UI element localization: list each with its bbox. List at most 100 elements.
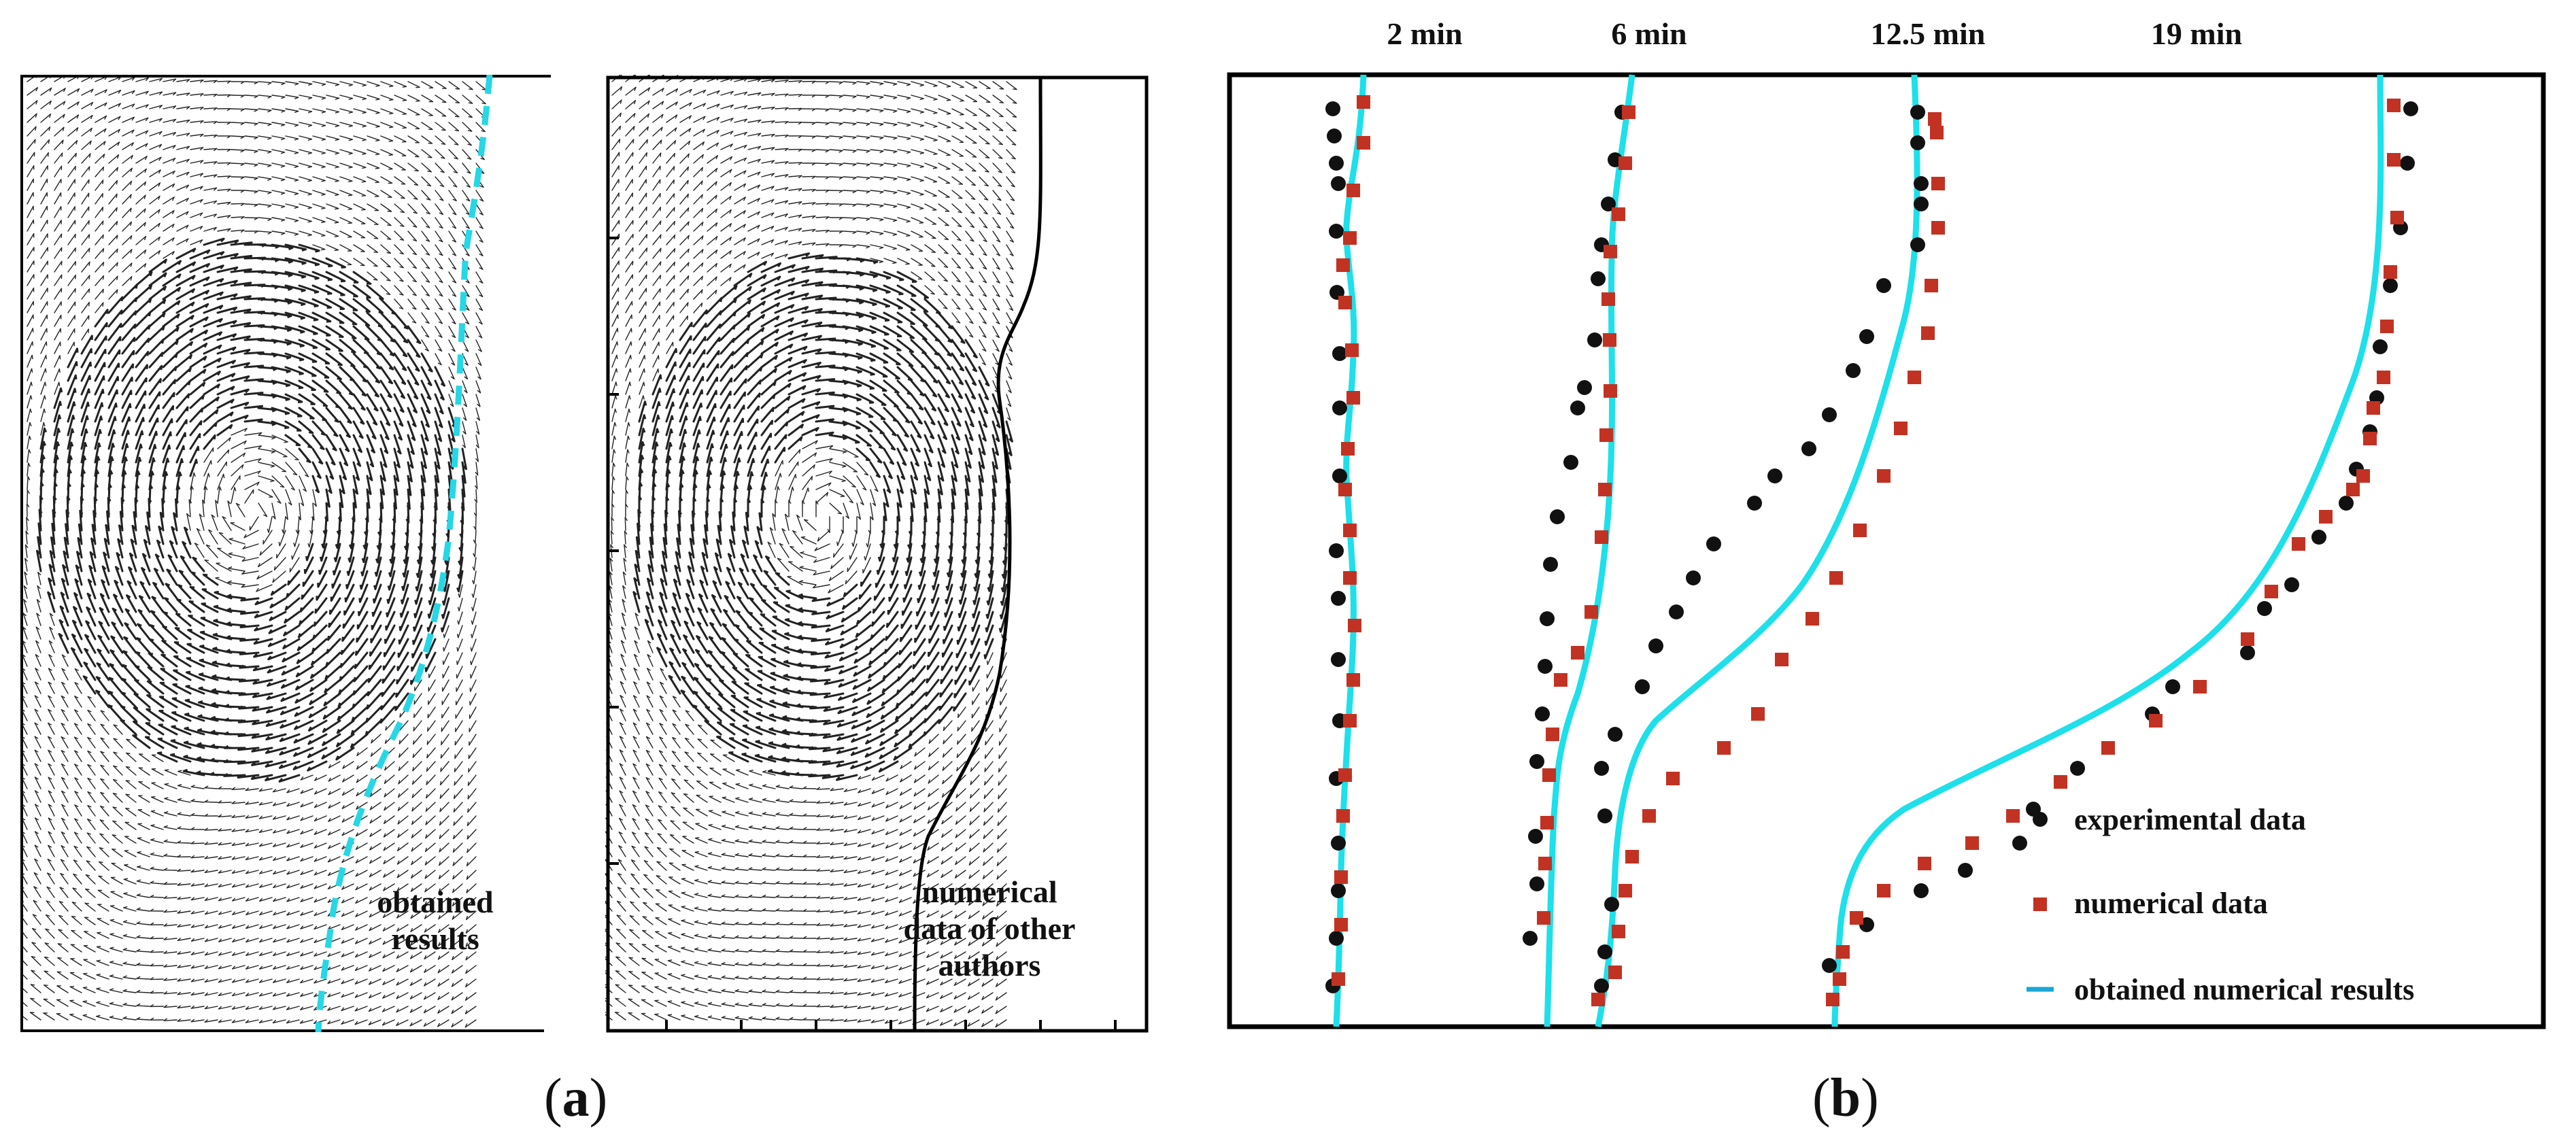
numerical-point-1-13 xyxy=(1546,728,1559,741)
experimental-point-2-20 xyxy=(1604,897,1619,912)
numerical-point-0-13 xyxy=(1346,673,1360,687)
other-authors-vector-plot xyxy=(605,75,1149,1033)
numerical-point-2-3 xyxy=(1931,221,1945,235)
numerical-point-3-25 xyxy=(1826,993,1840,1006)
experimental-point-1-4 xyxy=(1591,271,1606,286)
numerical-point-3-21 xyxy=(1877,884,1891,898)
numerical-point-2-6 xyxy=(1908,371,1921,384)
experimental-point-3-0 xyxy=(2403,101,2418,116)
time-label-2: 12.5 min xyxy=(1871,16,1986,51)
experimental-point-1-6 xyxy=(1577,380,1592,395)
numerical-point-2-11 xyxy=(1806,612,1819,626)
experimental-point-3-18 xyxy=(1958,863,1973,878)
experimental-point-2-16 xyxy=(1635,679,1650,694)
experimental-point-0-9 xyxy=(1329,543,1344,558)
numerical-point-3-20 xyxy=(1918,857,1931,870)
experimental-point-0-10 xyxy=(1331,591,1346,606)
numerical-point-0-2 xyxy=(1346,184,1360,197)
numerical-point-3-22 xyxy=(1850,911,1863,925)
numerical-point-1-9 xyxy=(1595,530,1608,544)
experimental-point-2-1 xyxy=(1910,135,1925,150)
experimental-point-1-10 xyxy=(1543,557,1558,572)
panel-a-caption: (a) xyxy=(544,1068,608,1128)
numerical-point-1-1 xyxy=(1619,156,1632,170)
experimental-point-2-0 xyxy=(1910,105,1925,120)
numerical-point-2-9 xyxy=(1853,524,1867,537)
numerical-point-1-11 xyxy=(1571,646,1584,660)
obtained-results-vector-plot xyxy=(20,75,551,1033)
experimental-point-2-13 xyxy=(1686,570,1701,585)
experimental-point-1-5 xyxy=(1587,332,1602,347)
numerical-point-3-3 xyxy=(2384,265,2397,279)
chart-frame xyxy=(1227,72,2546,1029)
experimental-point-2-5 xyxy=(1876,278,1891,293)
numerical-point-3-24 xyxy=(1833,972,1846,986)
experimental-point-1-14 xyxy=(1529,754,1544,769)
numerical-point-0-14 xyxy=(1343,714,1357,728)
numerical-point-2-17 xyxy=(1625,850,1639,864)
numerical-point-0-4 xyxy=(1336,258,1350,272)
experimental-point-1-16 xyxy=(1529,876,1544,891)
numerical-point-0-11 xyxy=(1343,571,1357,585)
panel-b-caption: (b) xyxy=(1812,1068,1879,1128)
panel-a: obtained results numerical data of other… xyxy=(0,0,1156,1145)
numerical-point-3-7 xyxy=(2363,432,2377,445)
numerical-point-1-10 xyxy=(1584,605,1598,619)
numerical-point-3-2 xyxy=(2390,211,2404,224)
numerical-point-2-18 xyxy=(1619,884,1632,898)
numerical-point-0-7 xyxy=(1346,391,1360,405)
numerical-point-1-12 xyxy=(1554,673,1567,687)
numerical-point-1-15 xyxy=(1540,816,1554,830)
experimental-point-2-2 xyxy=(1914,176,1929,191)
experimental-point-3-1 xyxy=(2400,156,2415,171)
experimental-point-1-13 xyxy=(1535,706,1550,721)
experimental-point-3-10 xyxy=(2284,577,2299,592)
obtained-curve-1 xyxy=(1544,74,1636,1027)
numerical-point-3-11 xyxy=(2292,537,2305,551)
numerical-point-2-12 xyxy=(1775,653,1789,666)
experimental-point-0-14 xyxy=(1331,836,1346,851)
numerical-point-0-6 xyxy=(1345,343,1359,357)
experimental-point-2-18 xyxy=(1594,761,1609,776)
numerical-point-3-9 xyxy=(2346,483,2360,496)
numerical-point-1-0 xyxy=(1622,105,1636,119)
numerical-point-1-2 xyxy=(1612,207,1625,221)
numerical-point-1-3 xyxy=(1604,245,1617,258)
legend-experimental-marker xyxy=(2033,812,2048,827)
experimental-point-2-19 xyxy=(1597,808,1612,823)
experimental-point-3-9 xyxy=(2311,530,2326,545)
numerical-point-0-3 xyxy=(1343,231,1357,245)
experimental-point-0-1 xyxy=(1327,129,1342,143)
legend-obtained-label: obtained numerical results xyxy=(2074,973,2414,1006)
numerical-point-3-5 xyxy=(2377,371,2390,384)
numerical-point-2-2 xyxy=(1931,177,1945,190)
numerical-point-0-1 xyxy=(1357,136,1370,150)
numerical-point-2-8 xyxy=(1877,469,1891,483)
numerical-point-3-6 xyxy=(2367,401,2380,415)
numerical-point-2-7 xyxy=(1894,422,1908,435)
experimental-point-1-12 xyxy=(1538,659,1553,674)
numerical-point-0-10 xyxy=(1343,524,1357,537)
numerical-point-2-1 xyxy=(1930,126,1944,139)
numerical-point-3-12 xyxy=(2265,585,2278,598)
experimental-point-2-21 xyxy=(1597,944,1612,959)
numerical-point-1-5 xyxy=(1603,333,1616,347)
experimental-point-3-21 xyxy=(1822,958,1837,973)
experimental-point-0-11 xyxy=(1331,652,1346,667)
numerical-point-2-5 xyxy=(1921,326,1935,340)
numerical-point-3-14 xyxy=(2193,680,2207,694)
panel-b: 2 min 6 min 12.5 min 19 min experimental da… xyxy=(1224,0,2576,1145)
experimental-point-2-6 xyxy=(1859,329,1874,344)
interface-dashed-line xyxy=(315,75,493,1033)
numerical-point-1-17 xyxy=(1537,911,1550,925)
experimental-point-2-10 xyxy=(1767,468,1782,483)
time-label-3: 19 min xyxy=(2151,16,2242,51)
numerical-point-0-12 xyxy=(1348,619,1361,632)
numerical-point-3-17 xyxy=(2054,775,2067,789)
numerical-point-2-19 xyxy=(1612,925,1625,938)
experimental-point-2-8 xyxy=(1822,407,1837,422)
numerical-point-3-4 xyxy=(2380,320,2394,333)
experimental-point-3-15 xyxy=(2070,761,2085,776)
experimental-point-0-3 xyxy=(1331,176,1346,191)
experimental-point-1-11 xyxy=(1540,611,1555,626)
